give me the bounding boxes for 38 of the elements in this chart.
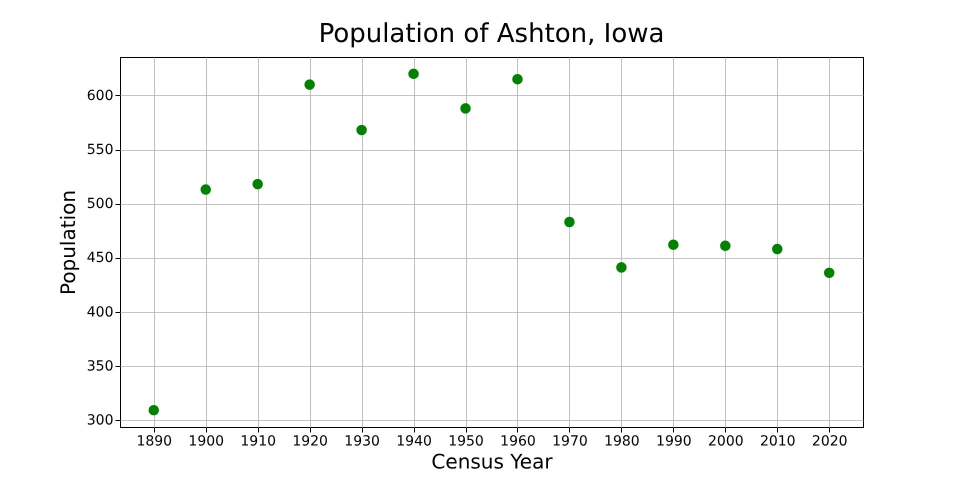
point: [772, 244, 783, 254]
point: [616, 262, 627, 273]
point: [720, 240, 731, 252]
x-tick-label: 1940: [396, 434, 432, 450]
point: [564, 216, 575, 228]
point: [408, 68, 419, 80]
x-tick-label: 1900: [188, 434, 224, 450]
x-tick-label: 1970: [552, 434, 588, 450]
x-tick-label: 1930: [344, 434, 380, 450]
point: [252, 178, 263, 190]
x-tick-label: 2000: [708, 434, 744, 450]
point: [668, 239, 679, 250]
point: [200, 184, 211, 195]
point: [304, 79, 315, 90]
x-tick-label: 2010: [760, 434, 796, 450]
y-tick-label: 450: [86, 250, 114, 266]
y-tick-label: 350: [86, 358, 114, 374]
x-axis-title: Census Year: [431, 450, 554, 474]
point: [148, 404, 160, 416]
chart-title: Population of Ashton, Iowa: [318, 19, 664, 49]
x-tick-label: 1950: [448, 434, 484, 450]
x-tick-label: 1990: [656, 434, 692, 450]
x-tick-label: 2020: [812, 434, 848, 450]
x-tick-label: 1920: [292, 434, 328, 450]
point: [824, 268, 834, 278]
point: [460, 103, 471, 114]
y-axis-title: Population: [56, 190, 80, 296]
x-tick-label: 1960: [500, 434, 536, 450]
y-tick-label: 550: [86, 142, 114, 158]
x-tick-label: 1980: [604, 434, 640, 450]
point: [512, 74, 523, 84]
x-tick-label: 1890: [136, 434, 172, 450]
point: [356, 124, 367, 136]
y-tick-label: 300: [86, 412, 114, 428]
y-tick-label: 600: [86, 88, 114, 104]
y-tick-label: 400: [86, 304, 114, 320]
y-tick-label: 500: [86, 196, 114, 212]
x-tick-label: 1910: [240, 434, 276, 450]
